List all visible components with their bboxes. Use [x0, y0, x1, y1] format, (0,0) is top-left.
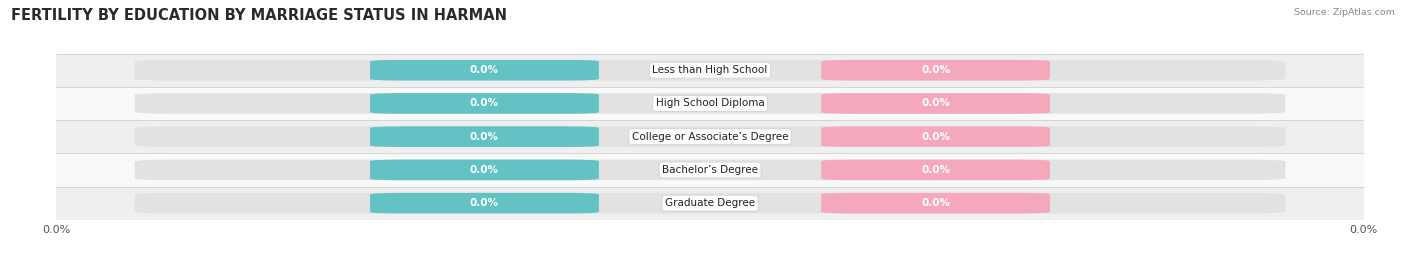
Text: High School Diploma: High School Diploma: [655, 98, 765, 109]
Text: 0.0%: 0.0%: [470, 65, 499, 75]
Text: 0.0%: 0.0%: [921, 165, 950, 175]
FancyBboxPatch shape: [135, 126, 1285, 147]
FancyBboxPatch shape: [370, 126, 599, 147]
FancyBboxPatch shape: [135, 93, 1285, 114]
Bar: [56, 153, 1364, 187]
FancyBboxPatch shape: [821, 93, 1050, 114]
Text: 0.0%: 0.0%: [921, 98, 950, 109]
Text: 0.0%: 0.0%: [470, 165, 499, 175]
Bar: [56, 54, 1364, 87]
Bar: [56, 87, 1364, 120]
Text: Bachelor’s Degree: Bachelor’s Degree: [662, 165, 758, 175]
Text: 0.0%: 0.0%: [470, 98, 499, 109]
Text: Source: ZipAtlas.com: Source: ZipAtlas.com: [1294, 8, 1395, 17]
FancyBboxPatch shape: [370, 160, 599, 180]
FancyBboxPatch shape: [135, 60, 1285, 80]
Text: 0.0%: 0.0%: [921, 132, 950, 142]
FancyBboxPatch shape: [135, 193, 1285, 213]
FancyBboxPatch shape: [135, 160, 1285, 180]
FancyBboxPatch shape: [821, 160, 1050, 180]
Text: 0.0%: 0.0%: [470, 132, 499, 142]
FancyBboxPatch shape: [370, 60, 599, 80]
Bar: [56, 120, 1364, 153]
Text: FERTILITY BY EDUCATION BY MARRIAGE STATUS IN HARMAN: FERTILITY BY EDUCATION BY MARRIAGE STATU…: [11, 8, 508, 23]
Text: Graduate Degree: Graduate Degree: [665, 198, 755, 208]
FancyBboxPatch shape: [370, 193, 599, 213]
Bar: [56, 187, 1364, 220]
Text: College or Associate’s Degree: College or Associate’s Degree: [631, 132, 789, 142]
FancyBboxPatch shape: [821, 126, 1050, 147]
Text: Less than High School: Less than High School: [652, 65, 768, 75]
FancyBboxPatch shape: [821, 60, 1050, 80]
FancyBboxPatch shape: [821, 193, 1050, 213]
Text: 0.0%: 0.0%: [921, 198, 950, 208]
Text: 0.0%: 0.0%: [470, 198, 499, 208]
FancyBboxPatch shape: [370, 93, 599, 114]
Text: 0.0%: 0.0%: [921, 65, 950, 75]
